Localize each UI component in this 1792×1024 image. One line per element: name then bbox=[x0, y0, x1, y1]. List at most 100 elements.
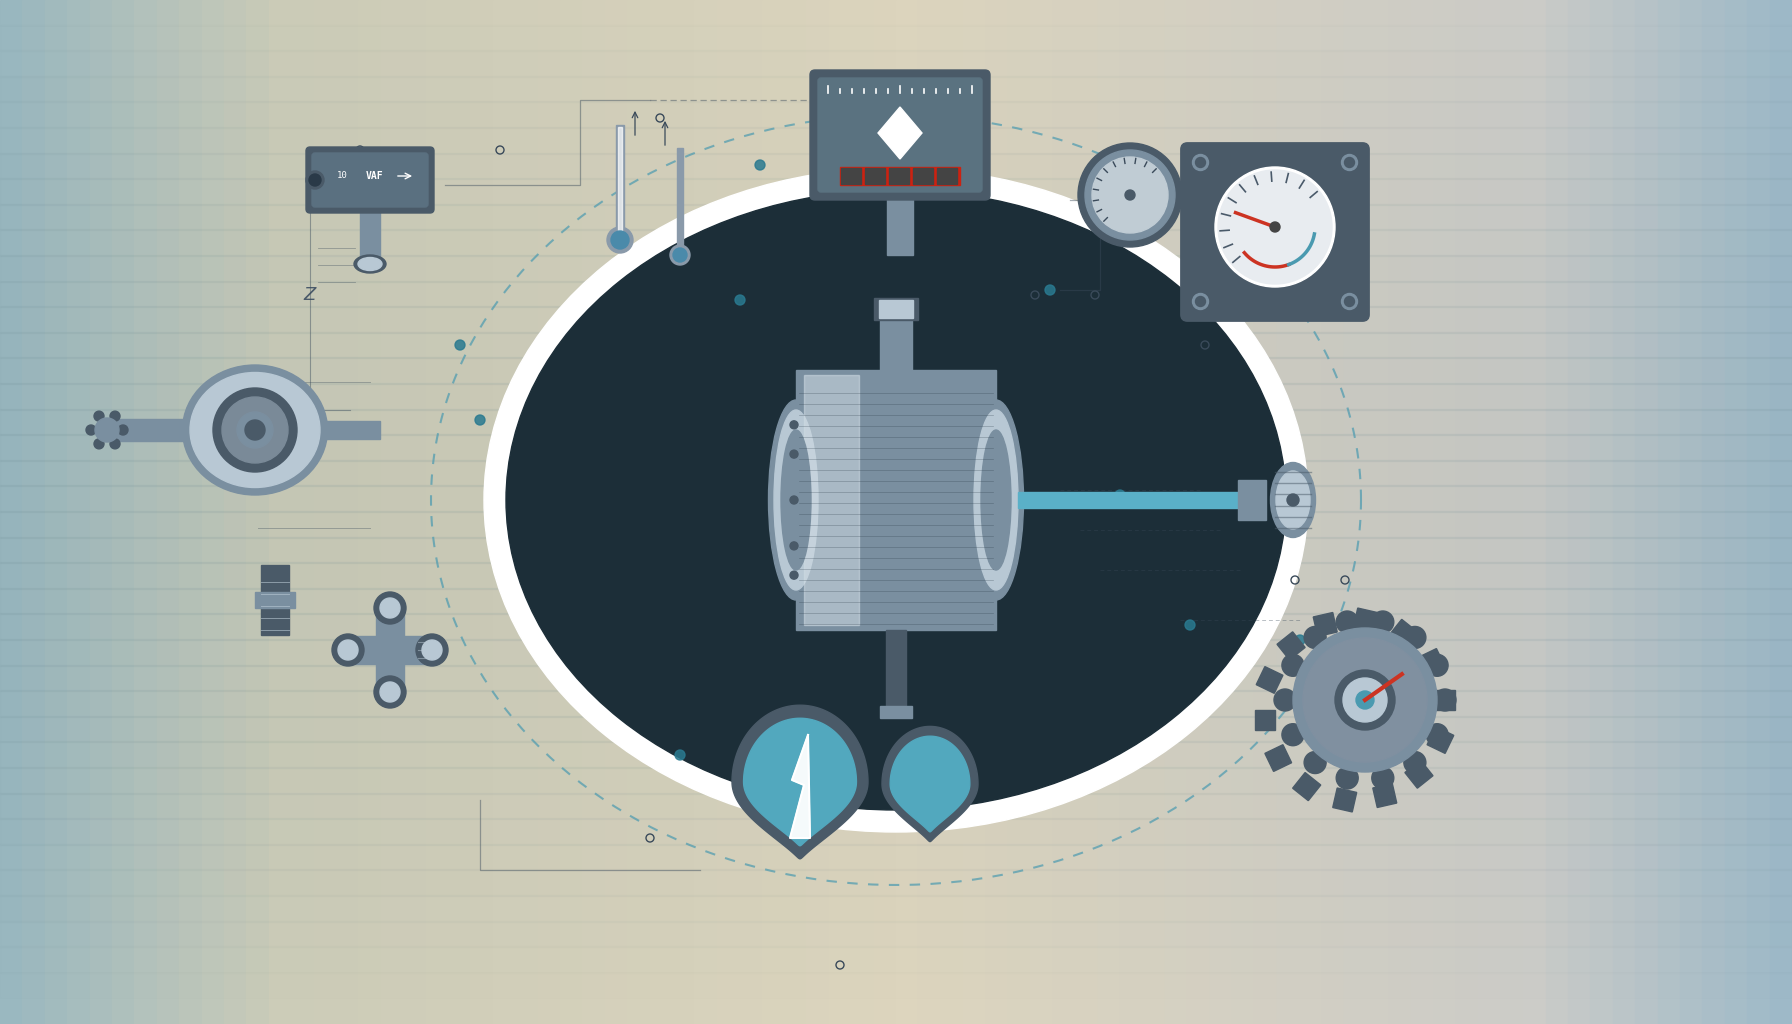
Bar bbox=[538, 0, 561, 1024]
Bar bbox=[1419, 648, 1444, 675]
Bar bbox=[0, 153, 1792, 179]
Bar bbox=[0, 409, 1792, 435]
Circle shape bbox=[676, 750, 685, 760]
Circle shape bbox=[332, 634, 364, 666]
Bar bbox=[337, 0, 360, 1024]
Circle shape bbox=[1192, 294, 1208, 309]
Bar bbox=[1238, 480, 1265, 520]
Circle shape bbox=[1192, 155, 1208, 171]
Circle shape bbox=[670, 245, 690, 265]
Bar bbox=[1314, 612, 1337, 637]
Circle shape bbox=[1045, 285, 1055, 295]
Bar bbox=[1120, 0, 1143, 1024]
Bar bbox=[806, 0, 830, 1024]
Bar bbox=[885, 630, 907, 710]
Bar bbox=[618, 127, 622, 238]
Bar bbox=[0, 972, 1792, 998]
Bar bbox=[0, 844, 1792, 870]
Bar bbox=[0, 741, 1792, 768]
Circle shape bbox=[1195, 297, 1206, 306]
Bar bbox=[262, 565, 289, 635]
Circle shape bbox=[1403, 752, 1426, 773]
Bar bbox=[941, 0, 964, 1024]
Circle shape bbox=[109, 439, 120, 449]
Text: Z: Z bbox=[305, 286, 315, 304]
Bar bbox=[694, 0, 719, 1024]
Circle shape bbox=[1195, 158, 1206, 168]
Circle shape bbox=[1342, 294, 1358, 309]
Circle shape bbox=[1091, 157, 1168, 233]
Bar bbox=[0, 460, 1792, 486]
Bar bbox=[1186, 0, 1211, 1024]
Circle shape bbox=[1426, 724, 1448, 745]
Bar bbox=[0, 665, 1792, 691]
Ellipse shape bbox=[781, 430, 812, 570]
Bar bbox=[1052, 0, 1077, 1024]
Circle shape bbox=[1125, 190, 1134, 200]
Bar bbox=[582, 0, 606, 1024]
Circle shape bbox=[754, 160, 765, 170]
Bar bbox=[0, 306, 1792, 333]
Ellipse shape bbox=[484, 168, 1308, 831]
Bar bbox=[290, 0, 315, 1024]
Bar bbox=[134, 0, 158, 1024]
FancyBboxPatch shape bbox=[810, 70, 989, 200]
Bar bbox=[1658, 0, 1681, 1024]
Circle shape bbox=[735, 295, 745, 305]
Polygon shape bbox=[878, 106, 923, 159]
Bar bbox=[1265, 744, 1292, 771]
FancyBboxPatch shape bbox=[1181, 143, 1369, 321]
Bar bbox=[0, 818, 1792, 845]
Circle shape bbox=[1305, 627, 1326, 648]
Bar bbox=[649, 0, 674, 1024]
Circle shape bbox=[1344, 297, 1355, 306]
Bar bbox=[0, 946, 1792, 973]
Circle shape bbox=[1215, 167, 1335, 287]
Bar bbox=[762, 0, 785, 1024]
Circle shape bbox=[1274, 689, 1296, 711]
FancyBboxPatch shape bbox=[306, 147, 434, 213]
Bar bbox=[1478, 0, 1502, 1024]
Circle shape bbox=[1426, 654, 1448, 676]
Circle shape bbox=[246, 420, 265, 440]
Bar bbox=[1007, 0, 1032, 1024]
Bar bbox=[0, 50, 1792, 77]
Bar bbox=[380, 0, 405, 1024]
Ellipse shape bbox=[190, 373, 321, 487]
Bar bbox=[470, 0, 495, 1024]
Bar bbox=[0, 613, 1792, 640]
Circle shape bbox=[1342, 678, 1387, 722]
Circle shape bbox=[475, 415, 486, 425]
Bar bbox=[0, 383, 1792, 410]
Ellipse shape bbox=[1276, 471, 1310, 529]
Circle shape bbox=[1373, 611, 1394, 633]
Circle shape bbox=[1219, 170, 1331, 284]
Bar bbox=[1545, 0, 1570, 1024]
Circle shape bbox=[1335, 670, 1394, 730]
Bar bbox=[1233, 0, 1256, 1024]
Bar bbox=[1292, 772, 1321, 801]
Bar bbox=[0, 229, 1792, 256]
Bar bbox=[0, 101, 1792, 128]
Bar bbox=[0, 434, 1792, 461]
Circle shape bbox=[416, 634, 448, 666]
Circle shape bbox=[790, 542, 797, 550]
Bar bbox=[1276, 0, 1301, 1024]
Bar bbox=[889, 168, 909, 184]
Bar bbox=[1435, 690, 1455, 710]
Circle shape bbox=[118, 425, 127, 435]
Bar bbox=[1634, 0, 1659, 1024]
Bar bbox=[0, 793, 1792, 819]
Bar bbox=[1075, 0, 1098, 1024]
Bar bbox=[0, 690, 1792, 717]
Bar bbox=[0, 255, 1792, 282]
Bar bbox=[1254, 0, 1278, 1024]
Circle shape bbox=[93, 412, 104, 421]
Bar bbox=[1256, 667, 1283, 693]
Bar bbox=[1747, 0, 1770, 1024]
Bar bbox=[0, 0, 23, 1024]
Bar bbox=[0, 0, 1792, 26]
Bar bbox=[1373, 783, 1396, 808]
Bar bbox=[874, 0, 898, 1024]
Bar bbox=[1321, 0, 1346, 1024]
